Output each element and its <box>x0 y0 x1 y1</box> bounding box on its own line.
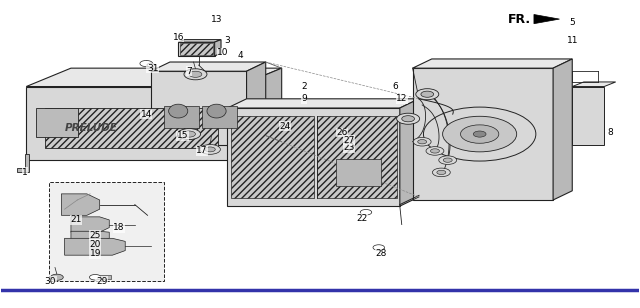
Ellipse shape <box>169 104 188 118</box>
Circle shape <box>182 131 195 137</box>
Text: 27: 27 <box>343 136 355 145</box>
Polygon shape <box>61 194 100 215</box>
Text: 7: 7 <box>186 67 192 76</box>
Circle shape <box>439 156 457 164</box>
Text: 9: 9 <box>301 94 307 103</box>
Text: 30: 30 <box>45 277 56 286</box>
Text: 26: 26 <box>337 128 348 137</box>
Circle shape <box>200 144 220 154</box>
Text: 20: 20 <box>90 240 101 249</box>
Text: 21: 21 <box>70 215 82 225</box>
Circle shape <box>205 147 215 152</box>
Polygon shape <box>71 217 109 232</box>
Text: FR.: FR. <box>508 13 531 26</box>
Polygon shape <box>178 42 214 56</box>
Text: 12: 12 <box>396 94 408 103</box>
Circle shape <box>397 113 420 124</box>
Circle shape <box>140 60 153 67</box>
Circle shape <box>184 69 207 80</box>
Text: 22: 22 <box>356 214 367 223</box>
Bar <box>36 108 78 137</box>
Polygon shape <box>49 182 164 281</box>
Circle shape <box>473 131 486 137</box>
Text: 11: 11 <box>566 36 578 45</box>
Polygon shape <box>237 68 282 160</box>
Circle shape <box>424 107 536 161</box>
Text: 4: 4 <box>237 51 243 60</box>
Polygon shape <box>214 40 221 56</box>
Circle shape <box>402 116 415 122</box>
Polygon shape <box>26 68 282 87</box>
Circle shape <box>413 137 431 146</box>
Text: 28: 28 <box>375 249 387 258</box>
Circle shape <box>360 209 372 215</box>
Polygon shape <box>553 59 572 200</box>
Circle shape <box>461 125 499 143</box>
Circle shape <box>416 89 439 100</box>
Text: 16: 16 <box>172 33 184 42</box>
Text: 23: 23 <box>343 143 355 152</box>
Circle shape <box>443 116 516 152</box>
Polygon shape <box>534 14 559 24</box>
Bar <box>202 107 237 128</box>
Polygon shape <box>246 62 266 145</box>
Circle shape <box>421 91 434 97</box>
Polygon shape <box>413 68 553 200</box>
Text: 5: 5 <box>570 18 575 27</box>
Polygon shape <box>400 99 419 206</box>
Text: 1: 1 <box>22 168 28 177</box>
Circle shape <box>437 170 446 175</box>
Polygon shape <box>572 82 616 87</box>
Text: 24: 24 <box>279 122 291 131</box>
Bar <box>180 43 212 55</box>
Circle shape <box>433 168 451 177</box>
Text: 6: 6 <box>392 82 398 91</box>
Text: 13: 13 <box>211 14 222 24</box>
Polygon shape <box>413 59 572 68</box>
Polygon shape <box>151 71 246 145</box>
Bar <box>317 116 397 198</box>
Circle shape <box>373 245 385 250</box>
Circle shape <box>177 128 200 140</box>
Circle shape <box>431 149 440 153</box>
Text: 25: 25 <box>90 231 101 240</box>
Circle shape <box>147 63 155 67</box>
Polygon shape <box>227 99 419 108</box>
Polygon shape <box>572 87 604 145</box>
Text: 14: 14 <box>141 110 152 119</box>
Polygon shape <box>26 87 237 160</box>
Polygon shape <box>65 238 125 255</box>
Circle shape <box>189 71 202 77</box>
Text: 2: 2 <box>301 82 307 91</box>
Bar <box>100 275 111 279</box>
Text: 3: 3 <box>225 36 230 45</box>
Circle shape <box>426 147 444 155</box>
Text: 31: 31 <box>147 64 159 73</box>
Ellipse shape <box>207 104 226 118</box>
Polygon shape <box>227 108 400 206</box>
Bar <box>230 116 314 198</box>
Bar <box>336 159 381 186</box>
Circle shape <box>51 274 63 280</box>
Bar <box>164 107 198 128</box>
Text: 8: 8 <box>608 128 614 137</box>
Polygon shape <box>178 40 221 42</box>
Text: 10: 10 <box>217 48 228 57</box>
Text: PRELUDE: PRELUDE <box>65 123 117 133</box>
Text: 17: 17 <box>196 146 207 156</box>
Circle shape <box>444 158 452 162</box>
Circle shape <box>90 274 101 280</box>
Polygon shape <box>17 154 29 172</box>
Text: 18: 18 <box>113 223 125 232</box>
Text: 19: 19 <box>90 249 101 258</box>
Text: 29: 29 <box>96 277 108 286</box>
Text: 15: 15 <box>177 131 188 140</box>
Bar <box>45 108 218 148</box>
Circle shape <box>418 140 427 144</box>
Polygon shape <box>71 231 109 241</box>
Polygon shape <box>151 62 266 71</box>
